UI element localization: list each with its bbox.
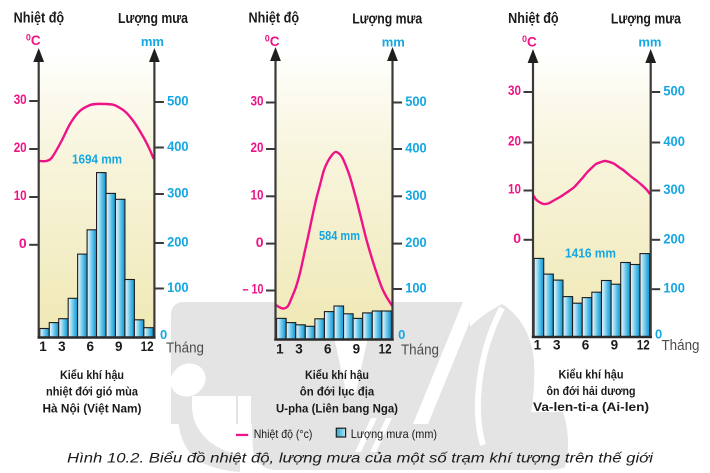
svg-text:1: 1 bbox=[534, 337, 542, 353]
svg-text:1694 mm: 1694 mm bbox=[72, 152, 122, 167]
svg-text:Hà Nội (Việt Nam): Hà Nội (Việt Nam) bbox=[43, 401, 142, 415]
svg-text:Lượng mưa: Lượng mưa bbox=[118, 10, 189, 27]
svg-text:9: 9 bbox=[353, 340, 361, 356]
svg-text:500: 500 bbox=[663, 83, 685, 99]
svg-text:U-pha (Liên bang Nga): U-pha (Liên bang Nga) bbox=[276, 402, 398, 416]
svg-text:500: 500 bbox=[167, 93, 189, 109]
svg-text:Lượng mưa: Lượng mưa bbox=[611, 11, 682, 28]
svg-text:200: 200 bbox=[405, 234, 427, 250]
svg-text:0C: 0C bbox=[522, 34, 537, 50]
svg-text:nhiệt đới gió mùa: nhiệt đới gió mùa bbox=[46, 385, 138, 399]
svg-text:9: 9 bbox=[611, 337, 619, 353]
svg-text:30: 30 bbox=[508, 82, 521, 98]
svg-text:Nhiệt độ: Nhiệt độ bbox=[14, 9, 65, 26]
svg-text:Nhiệt độ: Nhiệt độ bbox=[508, 10, 559, 27]
svg-text:Tháng: Tháng bbox=[401, 342, 439, 359]
svg-text:3: 3 bbox=[553, 337, 561, 353]
svg-text:300: 300 bbox=[167, 185, 189, 201]
svg-text:ôn đới lục địa: ôn đới lục địa bbox=[300, 385, 375, 399]
svg-text:Kiểu khí hậu: Kiểu khí hậu bbox=[60, 368, 124, 382]
svg-text:0: 0 bbox=[398, 327, 405, 342]
svg-text:200: 200 bbox=[663, 230, 685, 246]
svg-text:0: 0 bbox=[655, 327, 662, 342]
svg-text:1: 1 bbox=[39, 338, 47, 354]
svg-text:12: 12 bbox=[141, 338, 154, 354]
svg-text:400: 400 bbox=[663, 133, 685, 149]
svg-text:mm: mm bbox=[141, 34, 164, 49]
svg-text:mm: mm bbox=[638, 35, 661, 50]
svg-text:0: 0 bbox=[513, 230, 521, 246]
svg-text:Nhiệt độ (°c): Nhiệt độ (°c) bbox=[254, 427, 313, 441]
svg-text:0C: 0C bbox=[26, 33, 41, 49]
svg-text:100: 100 bbox=[405, 280, 427, 296]
svg-text:100: 100 bbox=[663, 280, 685, 296]
svg-text:3: 3 bbox=[58, 338, 66, 354]
svg-text:ôn đới hải dương: ôn đới hải dương bbox=[547, 384, 636, 398]
svg-text:1: 1 bbox=[276, 340, 284, 356]
svg-text:30: 30 bbox=[251, 93, 264, 109]
svg-text:1416 mm: 1416 mm bbox=[565, 246, 616, 261]
svg-text:Lượng mưa (mm): Lượng mưa (mm) bbox=[351, 427, 437, 441]
svg-text:Kiểu khí hậu: Kiểu khí hậu bbox=[305, 368, 369, 382]
svg-text:584 mm: 584 mm bbox=[319, 228, 360, 243]
svg-text:12: 12 bbox=[637, 337, 650, 353]
svg-text:0: 0 bbox=[256, 234, 264, 250]
svg-text:9: 9 bbox=[115, 338, 123, 354]
svg-text:Tháng: Tháng bbox=[166, 339, 204, 356]
svg-text:20: 20 bbox=[251, 139, 264, 155]
svg-text:10: 10 bbox=[508, 181, 521, 197]
svg-text:Lượng mưa: Lượng mưa bbox=[352, 10, 423, 27]
svg-text:Nhiệt độ: Nhiệt độ bbox=[249, 10, 300, 27]
svg-text:0: 0 bbox=[19, 235, 27, 251]
svg-text:Va-len-ti-a (Ai-len): Va-len-ti-a (Ai-len) bbox=[533, 400, 649, 414]
svg-text:200: 200 bbox=[167, 234, 189, 250]
svg-text:30: 30 bbox=[14, 91, 27, 107]
svg-text:Hình 10.2. Biểu đồ nhiệt độ, l: Hình 10.2. Biểu đồ nhiệt độ, lượng mưa c… bbox=[67, 451, 654, 466]
svg-text:400: 400 bbox=[167, 138, 189, 154]
svg-text:20: 20 bbox=[14, 139, 27, 155]
svg-text:400: 400 bbox=[405, 140, 427, 156]
svg-text:– 10: – 10 bbox=[243, 281, 264, 297]
svg-text:Kiểu khí hậu: Kiểu khí hậu bbox=[559, 368, 624, 382]
svg-text:100: 100 bbox=[167, 279, 189, 295]
svg-text:0: 0 bbox=[160, 327, 167, 342]
svg-text:10: 10 bbox=[14, 187, 27, 203]
svg-text:12: 12 bbox=[379, 340, 392, 356]
svg-text:3: 3 bbox=[295, 340, 303, 356]
svg-text:6: 6 bbox=[582, 337, 590, 353]
svg-text:300: 300 bbox=[405, 187, 427, 203]
svg-text:6: 6 bbox=[324, 340, 332, 356]
svg-text:10: 10 bbox=[251, 187, 264, 203]
svg-text:20: 20 bbox=[508, 133, 521, 149]
svg-text:Tháng: Tháng bbox=[662, 337, 700, 354]
svg-text:mm: mm bbox=[382, 35, 405, 50]
svg-text:6: 6 bbox=[87, 338, 95, 354]
svg-text:0C: 0C bbox=[265, 34, 280, 50]
svg-text:500: 500 bbox=[405, 93, 427, 109]
svg-text:300: 300 bbox=[663, 181, 685, 197]
